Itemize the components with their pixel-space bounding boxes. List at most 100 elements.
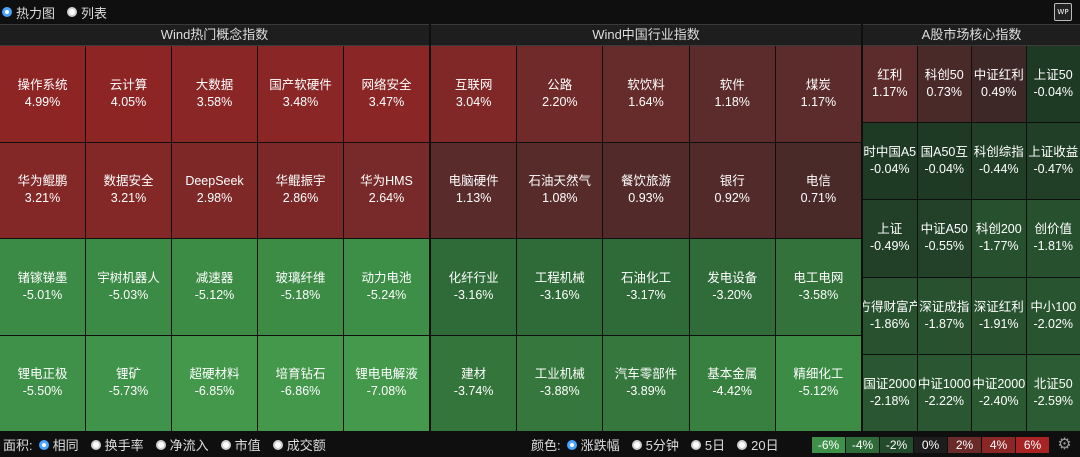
heatmap-tile[interactable]: 华为HMS 2.64% — [344, 142, 429, 238]
heatmap-tile[interactable]: 餐饮旅游 0.93% — [603, 142, 689, 238]
heatmap-tile[interactable]: 国证2000 -2.18% — [863, 354, 917, 431]
heatmap-tile[interactable]: 石油天然气 1.08% — [517, 142, 603, 238]
heatmap-tile[interactable]: 中小100 -2.02% — [1026, 277, 1080, 354]
heatmap-tile[interactable]: 深证成指 -1.87% — [917, 277, 971, 354]
heatmap-tile[interactable]: 汽车零部件 -3.89% — [603, 335, 689, 431]
heatmap-tile[interactable]: 软饮料 1.64% — [603, 46, 689, 142]
heatmap-tile[interactable]: 华鲲振宇 2.86% — [258, 142, 343, 238]
tile-name: 玻璃纤维 — [275, 270, 326, 285]
tile-name: 科创200 — [975, 222, 1022, 237]
tile-name: 发电设备 — [707, 270, 758, 285]
heatmap-tile[interactable]: 电工电网 -3.58% — [775, 239, 861, 335]
area-option-marketcap[interactable]: 市值 — [220, 435, 261, 454]
heatmap-tile[interactable]: 锂电正极 -5.50% — [0, 335, 85, 431]
section-core-index: A股市场核心指数 红利 1.17% 科创50 0.73% 中证红利 0.49% 上证50 -0… — [863, 24, 1080, 431]
tile-change: -3.89% — [626, 384, 666, 399]
tile-change: -0.04% — [1033, 85, 1074, 100]
tile-change: 2.64% — [368, 191, 405, 206]
heatmap-tile[interactable]: 国产软硬件 3.48% — [258, 46, 343, 142]
heatmap-tile[interactable]: 互联网 3.04% — [431, 46, 517, 142]
heatmap-tile[interactable]: 方得财富产 -1.86% — [863, 277, 917, 354]
area-option-volume[interactable]: 成交额 — [272, 435, 326, 454]
heatmap-tile[interactable]: 发电设备 -3.20% — [689, 239, 775, 335]
heatmap-tile[interactable]: 超硬材料 -6.85% — [172, 335, 257, 431]
area-option-turnover[interactable]: 换手率 — [90, 435, 144, 454]
heatmap-tile[interactable]: 国A50互 -0.04% — [917, 123, 971, 200]
heatmap-tile[interactable]: 锗镓锑墨 -5.01% — [0, 239, 85, 335]
heatmap-tile[interactable]: 中证A50 -0.55% — [917, 200, 971, 277]
heatmap-tile[interactable]: 公路 2.20% — [517, 46, 603, 142]
view-mode-list[interactable]: 列表 — [67, 3, 107, 22]
color-option-5day[interactable]: 5日 — [690, 435, 725, 454]
heatmap-tile[interactable]: 化纤行业 -3.16% — [431, 239, 517, 335]
heatmap-tile[interactable]: 电脑硬件 1.13% — [431, 142, 517, 238]
tile-name: 创价值 — [1034, 222, 1072, 237]
legend-swatch: 0% — [914, 437, 947, 453]
heatmap-tile[interactable]: 中证红利 0.49% — [972, 46, 1026, 123]
tile-change: 1.64% — [628, 94, 664, 109]
tile-name: 华为鲲鹏 — [17, 174, 68, 189]
heatmap-tile[interactable]: 科创综指 -0.44% — [972, 123, 1026, 200]
heatmap-tile[interactable]: 北证50 -2.59% — [1026, 354, 1080, 431]
heatmap-tile[interactable]: 华为鲲鹏 3.21% — [0, 142, 85, 238]
radio-icon — [737, 439, 748, 450]
heatmap-tile[interactable]: 石油化工 -3.17% — [603, 239, 689, 335]
heatmap-tile[interactable]: 银行 0.92% — [689, 142, 775, 238]
heatmap-tile[interactable]: 云计算 4.05% — [86, 46, 171, 142]
heatmap-tile[interactable]: 深证红利 -1.91% — [972, 277, 1026, 354]
heatmap-tile[interactable]: 宇树机器人 -5.03% — [86, 239, 171, 335]
heatmap-tile[interactable]: 软件 1.18% — [689, 46, 775, 142]
heatmap-tile[interactable]: DeepSeek 2.98% — [172, 142, 257, 238]
heatmap-tile[interactable]: 创价值 -1.81% — [1026, 200, 1080, 277]
heatmap-tile[interactable]: 玻璃纤维 -5.18% — [258, 239, 343, 335]
heatmap-tile[interactable]: 上证 -0.49% — [863, 200, 917, 277]
heatmap-tile[interactable]: 中证2000 -2.40% — [972, 354, 1026, 431]
heatmap-tile[interactable]: 煤炭 1.17% — [775, 46, 861, 142]
area-option-netflow[interactable]: 净流入 — [155, 435, 209, 454]
heatmap-tile[interactable]: 时中国A5 -0.04% — [863, 123, 917, 200]
heatmap-tile[interactable]: 工业机械 -3.88% — [517, 335, 603, 431]
heatmap-tile[interactable]: 上证收益 -0.47% — [1026, 123, 1080, 200]
heatmap-tile[interactable]: 上证50 -0.04% — [1026, 46, 1080, 123]
tile-change: 2.20% — [542, 94, 578, 109]
color-option-change[interactable]: 涨跌幅 — [566, 435, 620, 454]
view-mode-heatmap[interactable]: 热力图 — [2, 3, 55, 22]
heatmap-tile[interactable]: 动力电池 -5.24% — [344, 239, 429, 335]
heatmap-tile[interactable]: 建材 -3.74% — [431, 335, 517, 431]
heatmap-tile[interactable]: 基本金属 -4.42% — [689, 335, 775, 431]
tile-name: 中证红利 — [973, 68, 1024, 83]
heatmap-tile[interactable]: 科创200 -1.77% — [972, 200, 1026, 277]
heatmap-tile[interactable]: 培育钻石 -6.86% — [258, 335, 343, 431]
tile-name: 石油化工 — [620, 270, 671, 285]
tile-change: -1.81% — [1033, 239, 1074, 254]
heatmap-tile[interactable]: 科创50 0.73% — [917, 46, 971, 123]
heatmap-tile[interactable]: 网络安全 3.47% — [344, 46, 429, 142]
color-options: 颜色: 涨跌幅 5分钟 5日 20日 — [528, 435, 789, 454]
heatmap-tile[interactable]: 减速器 -5.12% — [172, 239, 257, 335]
heatmap-tile[interactable]: 精细化工 -5.12% — [775, 335, 861, 431]
tile-name: 公路 — [547, 77, 573, 92]
heatmap-tile[interactable]: 锂电电解液 -7.08% — [344, 335, 429, 431]
legend-swatch: 2% — [948, 437, 981, 453]
heatmap-tile[interactable]: 大数据 3.58% — [172, 46, 257, 142]
heatmap-tile[interactable]: 锂矿 -5.73% — [86, 335, 171, 431]
section-industry: Wind中国行业指数 互联网 3.04% 公路 2.20% 软饮料 1.64% 软件 1.18… — [431, 24, 861, 431]
tile-name: 大数据 — [195, 77, 234, 92]
tile-name: 化纤行业 — [448, 270, 499, 285]
tile-name: DeepSeek — [185, 174, 244, 189]
area-option-same[interactable]: 相同 — [38, 435, 79, 454]
heatmap-tile[interactable]: 中证1000 -2.22% — [917, 354, 971, 431]
heatmap-tile[interactable]: 电信 0.71% — [775, 142, 861, 238]
color-option-20day[interactable]: 20日 — [737, 435, 779, 454]
heatmap-tile[interactable]: 操作系统 4.99% — [0, 46, 85, 142]
wp-icon[interactable]: WP — [1054, 3, 1072, 21]
tile-name: 精细化工 — [793, 367, 844, 382]
heatmap-tile[interactable]: 红利 1.17% — [863, 46, 917, 123]
section-title: Wind热门概念指数 — [0, 24, 429, 46]
tile-name: 科创50 — [924, 68, 964, 83]
tile-name: 中证1000 — [917, 376, 971, 391]
gear-icon[interactable]: ⚙ — [1057, 436, 1072, 453]
heatmap-tile[interactable]: 工程机械 -3.16% — [517, 239, 603, 335]
color-option-5min[interactable]: 5分钟 — [631, 435, 679, 454]
heatmap-tile[interactable]: 数据安全 3.21% — [86, 142, 171, 238]
